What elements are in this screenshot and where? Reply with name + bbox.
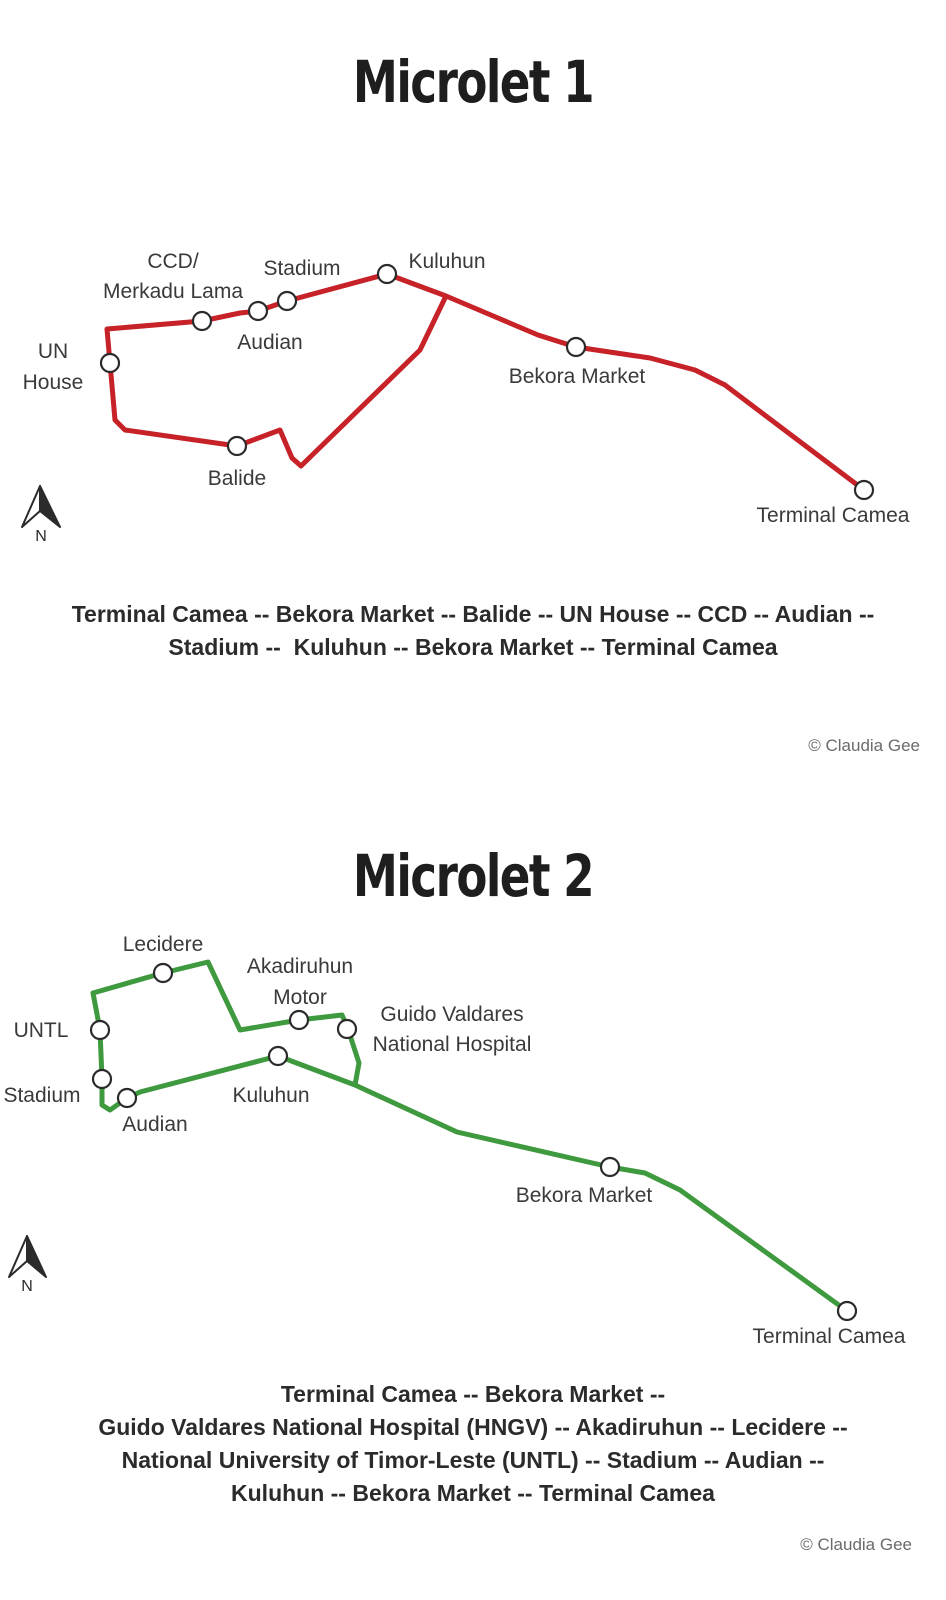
stop-label: House: [23, 371, 84, 394]
stop-label: CCD/: [147, 250, 198, 273]
route-description: Terminal Camea -- Bekora Market -- Guido…: [0, 1378, 946, 1510]
route-description-line: Kuluhun -- Bekora Market -- Terminal Cam…: [231, 1480, 715, 1506]
stop-label: Lecidere: [123, 933, 204, 956]
stop-label: Audian: [237, 331, 302, 354]
route-description-line: National University of Timor-Leste (UNTL…: [121, 1447, 825, 1473]
stop-label: Merkadu Lama: [103, 280, 243, 303]
route-description-line: Stadium -- Kuluhun -- Bekora Market -- T…: [168, 634, 778, 660]
stop-label: Guido Valdares: [380, 1003, 523, 1026]
microlet-1-panel: Microlet 1 CCD/ Merkadu Lama Stadium Kul…: [0, 0, 946, 780]
route-description-line: Terminal Camea -- Bekora Market -- Balid…: [71, 601, 875, 627]
stop-marker: [91, 1068, 113, 1090]
stop-marker: [565, 336, 587, 358]
map-title: Microlet 2: [352, 842, 595, 910]
stop-label: Motor: [273, 986, 327, 1009]
stop-label: Kuluhun: [408, 250, 485, 273]
stop-label: National Hospital: [373, 1033, 532, 1056]
stop-marker: [89, 1019, 111, 1041]
route-line: [90, 959, 850, 1314]
stop-marker: [267, 1045, 289, 1067]
stop-marker: [247, 300, 269, 322]
map-title: Microlet 1: [352, 48, 595, 116]
stop-marker: [191, 310, 213, 332]
north-label: N: [35, 528, 47, 545]
microlet-2-panel: Microlet 2 Lecidere Akadiruhun Motor Gui…: [0, 800, 946, 1600]
stop-label: Kuluhun: [232, 1084, 309, 1107]
stop-marker: [116, 1087, 138, 1109]
stop-label: Bekora Market: [516, 1184, 653, 1207]
route-description-line: Terminal Camea -- Bekora Market --: [280, 1381, 666, 1407]
stop-label: Terminal Camea: [753, 1325, 906, 1348]
stop-marker: [276, 290, 298, 312]
route-map: CCD/ Merkadu Lama Stadium Kuluhun UN Hou…: [21, 250, 910, 545]
route-line: [104, 271, 867, 493]
stop-label: Stadium: [3, 1084, 80, 1107]
north-arrow-icon: N: [8, 1235, 47, 1295]
stop-marker: [836, 1300, 858, 1322]
stop-label: Audian: [122, 1113, 187, 1136]
north-label: N: [21, 1278, 33, 1295]
stop-marker: [152, 962, 174, 984]
copyright-credit: © Claudia Gee: [800, 1535, 912, 1554]
route-description-line: Guido Valdares National Hospital (HNGV) …: [98, 1414, 848, 1440]
north-arrow-icon: N: [21, 485, 61, 545]
stop-label: Terminal Camea: [757, 504, 910, 527]
stop-label: UNTL: [14, 1019, 69, 1042]
stop-marker: [599, 1156, 621, 1178]
stop-label: Akadiruhun: [247, 955, 353, 978]
stop-marker: [99, 352, 121, 374]
stop-label: UN: [38, 340, 68, 363]
stop-label: Bekora Market: [509, 365, 646, 388]
stop-marker: [288, 1009, 310, 1031]
route-map: Lecidere Akadiruhun Motor Guido Valdares…: [3, 933, 906, 1348]
stop-marker: [376, 263, 398, 285]
stop-label: Balide: [208, 467, 266, 490]
stop-marker: [336, 1018, 358, 1040]
copyright-credit: © Claudia Gee: [808, 736, 920, 755]
stop-marker: [226, 435, 248, 457]
stop-label: Stadium: [263, 257, 340, 280]
stop-marker: [853, 479, 875, 501]
route-description: Terminal Camea -- Bekora Market -- Balid…: [0, 598, 946, 664]
